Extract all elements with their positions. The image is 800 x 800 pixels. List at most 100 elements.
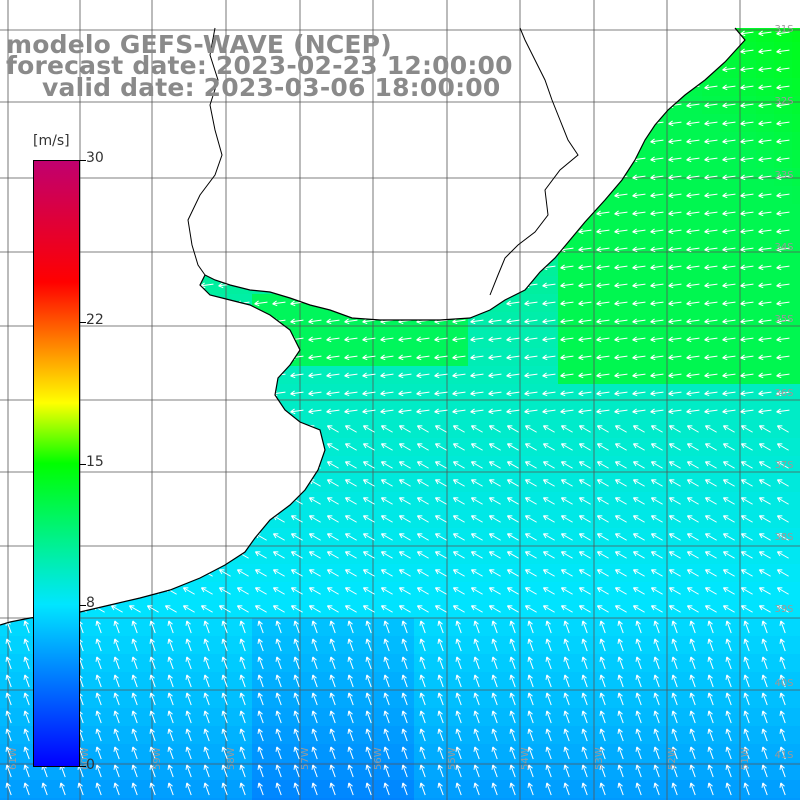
wind-arrow [740, 425, 753, 433]
wind-arrow [254, 461, 267, 469]
wind-arrow [506, 336, 520, 343]
wind-arrow [416, 30, 430, 37]
wind-arrow [110, 443, 123, 451]
wind-arrow [164, 533, 177, 541]
wind-arrow [401, 692, 408, 706]
wind-cell [180, 348, 199, 367]
wind-arrow [704, 156, 718, 163]
wind-arrow [326, 228, 340, 235]
wind-arrow [308, 102, 322, 109]
wind-arrow [272, 210, 286, 217]
wind-arrow [722, 336, 736, 343]
wind-arrow [599, 710, 606, 724]
wind-arrow [398, 102, 412, 109]
wind-arrow [419, 692, 426, 706]
wind-cell [252, 312, 271, 331]
wind-cell [234, 420, 253, 439]
wind-cell [414, 222, 433, 241]
wind-cell [396, 204, 415, 223]
wind-arrow [380, 425, 393, 433]
wind-arrow [434, 120, 448, 127]
wind-cell [792, 780, 800, 799]
wind-arrow [326, 210, 340, 217]
wind-arrow [722, 497, 735, 505]
wind-arrow [2, 156, 16, 163]
wind-cell [0, 330, 19, 349]
wind-arrow [632, 102, 646, 109]
wind-arrow [452, 336, 466, 343]
wind-arrow [380, 443, 393, 451]
wind-arrow [92, 174, 106, 181]
wind-cell [594, 132, 613, 151]
wind-arrow [344, 120, 358, 127]
wind-cell [792, 744, 800, 763]
wind-arrow [92, 264, 106, 271]
wind-arrow [722, 156, 736, 163]
wind-arrow [2, 318, 16, 325]
wind-arrow [218, 408, 232, 415]
wind-cell [558, 186, 577, 205]
wind-arrow [470, 551, 483, 559]
wind-arrow [419, 710, 426, 724]
wind-arrow [650, 336, 664, 343]
wind-cell [450, 258, 469, 277]
wind-arrow [2, 228, 16, 235]
wind-cell [270, 240, 289, 259]
wind-cell [774, 798, 793, 800]
wind-arrow [347, 674, 354, 688]
wind-cell [594, 114, 613, 133]
wind-arrow [524, 390, 538, 397]
wind-arrow [581, 692, 588, 706]
wind-arrow [632, 120, 646, 127]
wind-arrow [95, 674, 102, 688]
wind-arrow [128, 461, 141, 469]
wind-arrow [560, 48, 574, 55]
wind-cell [90, 366, 109, 385]
wind-arrow [650, 515, 663, 523]
wind-arrow [776, 210, 790, 217]
wind-arrow [632, 210, 646, 217]
wind-arrow [380, 605, 393, 613]
wind-cell [162, 402, 181, 421]
wind-cell [342, 168, 361, 187]
wind-arrow [182, 318, 196, 325]
wind-arrow [74, 138, 88, 145]
wind-arrow [434, 354, 448, 361]
wind-arrow [650, 192, 664, 199]
wind-cell [450, 276, 469, 295]
wind-arrow [686, 102, 700, 109]
wind-arrow [578, 30, 592, 37]
wind-arrow [635, 728, 642, 742]
wind-cell [486, 276, 505, 295]
wind-cell [90, 222, 109, 241]
wind-arrow [236, 246, 250, 253]
wind-arrow [2, 372, 16, 379]
wind-arrow [452, 372, 466, 379]
wind-arrow [488, 192, 502, 199]
wind-cell [342, 186, 361, 205]
wind-arrow [488, 354, 502, 361]
wind-arrow [326, 533, 339, 541]
wind-cell [144, 492, 163, 511]
wind-cell [324, 204, 343, 223]
wind-cell [630, 798, 649, 800]
wind-arrow [254, 228, 268, 235]
wind-arrow [617, 638, 624, 652]
wind-arrow [365, 638, 372, 652]
wind-arrow [218, 120, 232, 127]
wind-arrow [578, 533, 591, 541]
wind-cell [594, 42, 613, 61]
wind-cell [0, 294, 19, 313]
wind-cell [738, 798, 757, 800]
wind-arrow [362, 497, 375, 505]
wind-arrow [308, 390, 322, 397]
wind-arrow [560, 515, 573, 523]
wind-arrow [689, 638, 696, 652]
wind-cell [414, 294, 433, 313]
wind-arrow [110, 461, 123, 469]
wind-arrow [632, 372, 646, 379]
wind-arrow [632, 66, 646, 73]
wind-arrow [761, 728, 768, 742]
wind-arrow [218, 587, 231, 595]
wind-arrow [239, 638, 246, 652]
